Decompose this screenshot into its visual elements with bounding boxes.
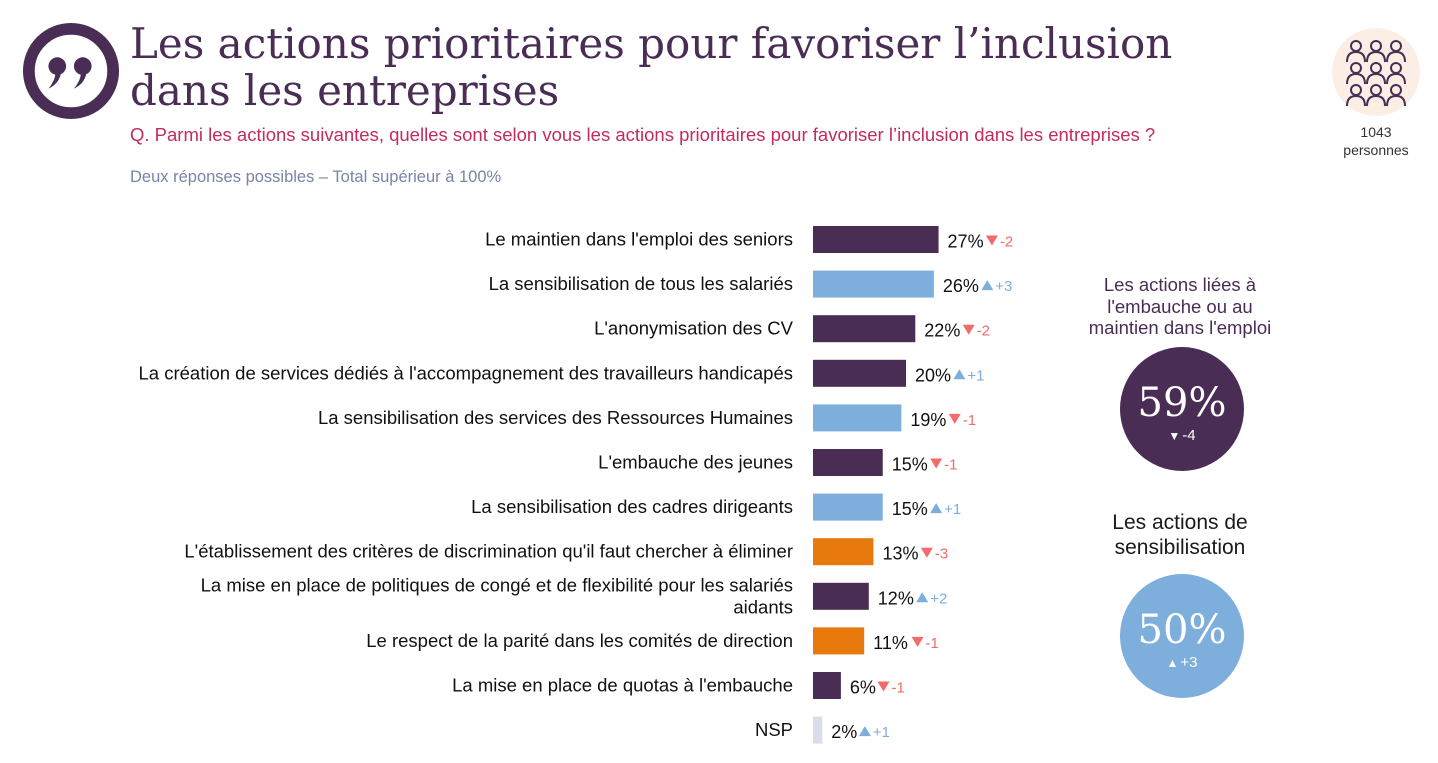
up-triangle-icon [981,280,994,291]
up-triangle-icon: ▲ [1166,656,1179,670]
down-triangle-icon [948,413,961,424]
bar [813,672,841,699]
respondents-count: 1043 [1360,124,1392,140]
value-label: 2% [831,722,857,742]
category-label: L'anonymisation des CV [594,318,794,339]
value-label: 26% [943,276,979,296]
change-label: -1 [963,412,976,429]
quote-mark-icon [22,22,120,120]
summary-embauche-value: 59% [1137,380,1227,426]
page-title: Les actions prioritaires pour favoriser … [130,19,1173,115]
down-triangle-icon [930,458,943,469]
summary-sensibilisation-circle: 50% ▲ +3 [1120,574,1244,698]
change-label: +3 [995,278,1012,295]
category-label: La création de services dédiés à l'accom… [139,362,794,383]
value-label: 22% [924,321,960,341]
summary-sensibilisation-heading: Les actions de sensibilisation [1112,511,1248,559]
value-label: 13% [882,544,918,564]
summary-embauche-circle: 59% ▼ -4 [1120,347,1244,471]
up-triangle-icon [916,592,929,603]
question-text: Q. Parmi les actions suivantes, quelles … [130,124,1156,145]
bar [813,538,874,566]
category-label: La sensibilisation des cadres dirigeants [471,496,793,517]
bar [813,582,869,610]
bar [813,493,883,521]
up-triangle-icon [930,503,943,514]
category-label: La sensibilisation de tous les salariés [489,273,793,294]
summary-embauche-heading: Les actions liées à l'embauche ou au mai… [1088,274,1272,338]
bar [813,226,939,253]
answer-note: Deux réponses possibles – Total supérieu… [130,168,502,186]
respondents-block: 1043 personnes [1328,28,1424,159]
down-triangle-icon [962,324,975,335]
value-label: 11% [873,633,908,653]
change-label: -1 [892,680,905,697]
change-label: -1 [944,457,957,474]
change-label: +1 [873,724,890,741]
down-triangle-icon: ▼ [1168,429,1181,443]
change-label: +1 [944,501,961,518]
bar [813,716,823,744]
bar [813,627,865,655]
category-label: La sensibilisation des services des Ress… [318,407,793,428]
change-label: +1 [967,367,984,384]
category-label: La mise en place de quotas à l'embauche [452,675,793,696]
bar [813,404,902,432]
change-label: -2 [1000,234,1013,251]
bar [813,270,934,298]
value-label: 12% [878,588,914,608]
change-label: +2 [930,590,947,607]
down-triangle-icon [911,636,924,647]
category-label: La mise en place de politiques de congé … [201,574,793,617]
down-triangle-icon [985,235,998,246]
respondents-unit: personnes [1343,142,1409,158]
value-label: 15% [892,499,928,519]
category-label: L'établissement des critères de discrimi… [184,541,793,562]
value-label: 19% [910,410,946,430]
category-label: Le respect de la parité dans les comités… [366,630,793,651]
summary-sensibilisation-value: 50% [1137,607,1227,653]
summary-sensibilisation-change: ▲ +3 [1120,654,1244,672]
bar [813,315,916,343]
up-triangle-icon [858,726,871,737]
people-group-icon [1332,28,1420,116]
category-label: NSP [755,719,793,740]
category-label: L'embauche des jeunes [598,452,793,473]
bar [813,449,883,476]
summary-embauche-change: ▼ -4 [1120,427,1244,445]
summary-sensibilisation-change-value: +3 [1180,654,1198,671]
value-label: 6% [850,678,876,698]
up-triangle-icon [953,369,966,380]
value-label: 20% [915,365,951,385]
summary-embauche-change-value: -4 [1182,427,1196,444]
change-label: -1 [926,635,939,652]
down-triangle-icon [877,681,890,692]
down-triangle-icon [920,547,933,558]
category-label: Le maintien dans l'emploi des seniors [485,229,793,250]
value-label: 15% [892,455,928,475]
change-label: -3 [935,546,948,563]
bar [813,359,906,387]
value-label: 27% [948,232,984,252]
change-label: -2 [977,323,990,340]
